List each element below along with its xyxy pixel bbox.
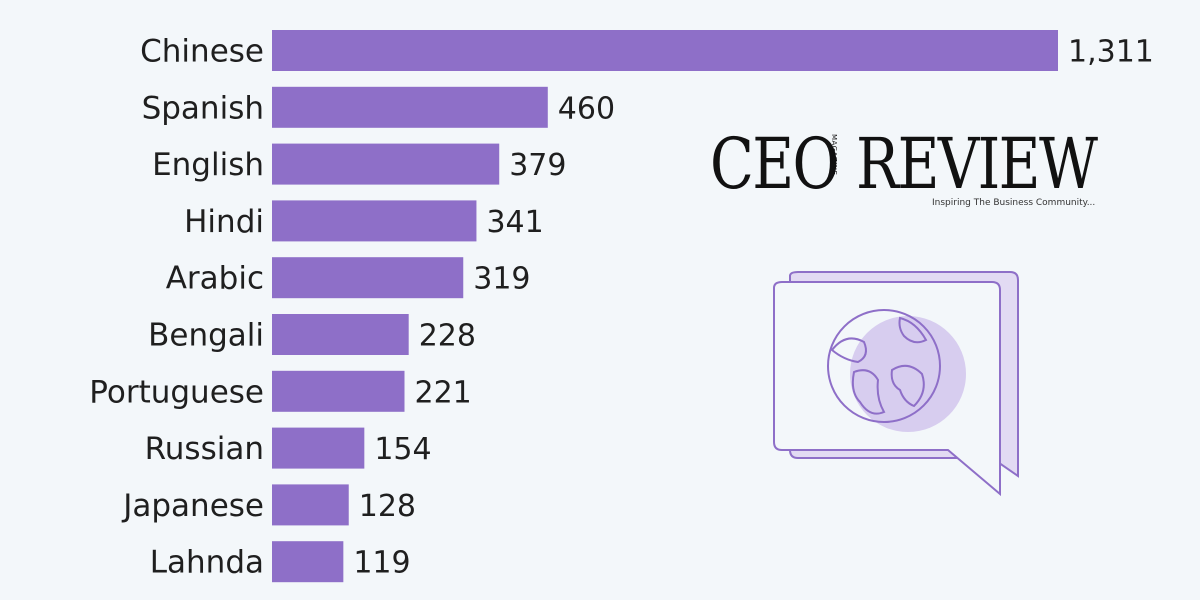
- category-label: Lahnda: [150, 545, 264, 581]
- bar: [272, 541, 344, 583]
- bar: [272, 370, 405, 412]
- bar: [272, 30, 1058, 71]
- bar: [272, 143, 500, 185]
- logo-tagline: Inspiring The Business Community...: [932, 198, 1096, 208]
- category-label: Portuguese: [89, 374, 264, 410]
- globe-speech-bubble-icon: [773, 271, 1019, 497]
- category-label: Bengali: [148, 318, 264, 354]
- value-label: 221: [414, 375, 471, 410]
- value-label: 319: [473, 262, 530, 297]
- ceo-review-logo: CEO MAGAZINE REVIEW Inspiring The Busine…: [706, 122, 1098, 218]
- category-label: Chinese: [140, 34, 264, 70]
- bar: [272, 484, 349, 526]
- value-label: 128: [359, 489, 416, 524]
- globe-continent-2: [851, 369, 886, 415]
- value-label: 228: [419, 319, 476, 354]
- bar: [272, 314, 409, 355]
- category-label: Japanese: [121, 488, 264, 524]
- category-label: Russian: [145, 431, 264, 467]
- category-label: Arabic: [166, 261, 264, 297]
- logo-word-ceo: CEO: [710, 123, 840, 205]
- globe-continent-3: [890, 364, 925, 408]
- logo-word-review: REVIEW: [856, 123, 1098, 205]
- value-label: 379: [509, 148, 566, 183]
- category-label: Spanish: [142, 90, 264, 126]
- category-label: English: [152, 147, 264, 183]
- bar: [272, 86, 548, 128]
- bar: [272, 427, 365, 469]
- bar: [272, 200, 477, 242]
- category-label: Hindi: [184, 204, 264, 240]
- globe-continent-1: [830, 337, 867, 364]
- value-label: 341: [486, 205, 543, 240]
- bar: [272, 257, 464, 299]
- logo-magazine-text: MAGAZINE: [830, 134, 838, 176]
- value-label: 119: [353, 546, 410, 581]
- value-label: 154: [374, 432, 431, 467]
- globe-continent-4: [898, 316, 928, 344]
- globe-shape: [827, 309, 941, 423]
- globe-shadow-shape: [850, 316, 966, 432]
- value-label: 460: [558, 91, 615, 126]
- value-label: 1,311: [1068, 35, 1154, 70]
